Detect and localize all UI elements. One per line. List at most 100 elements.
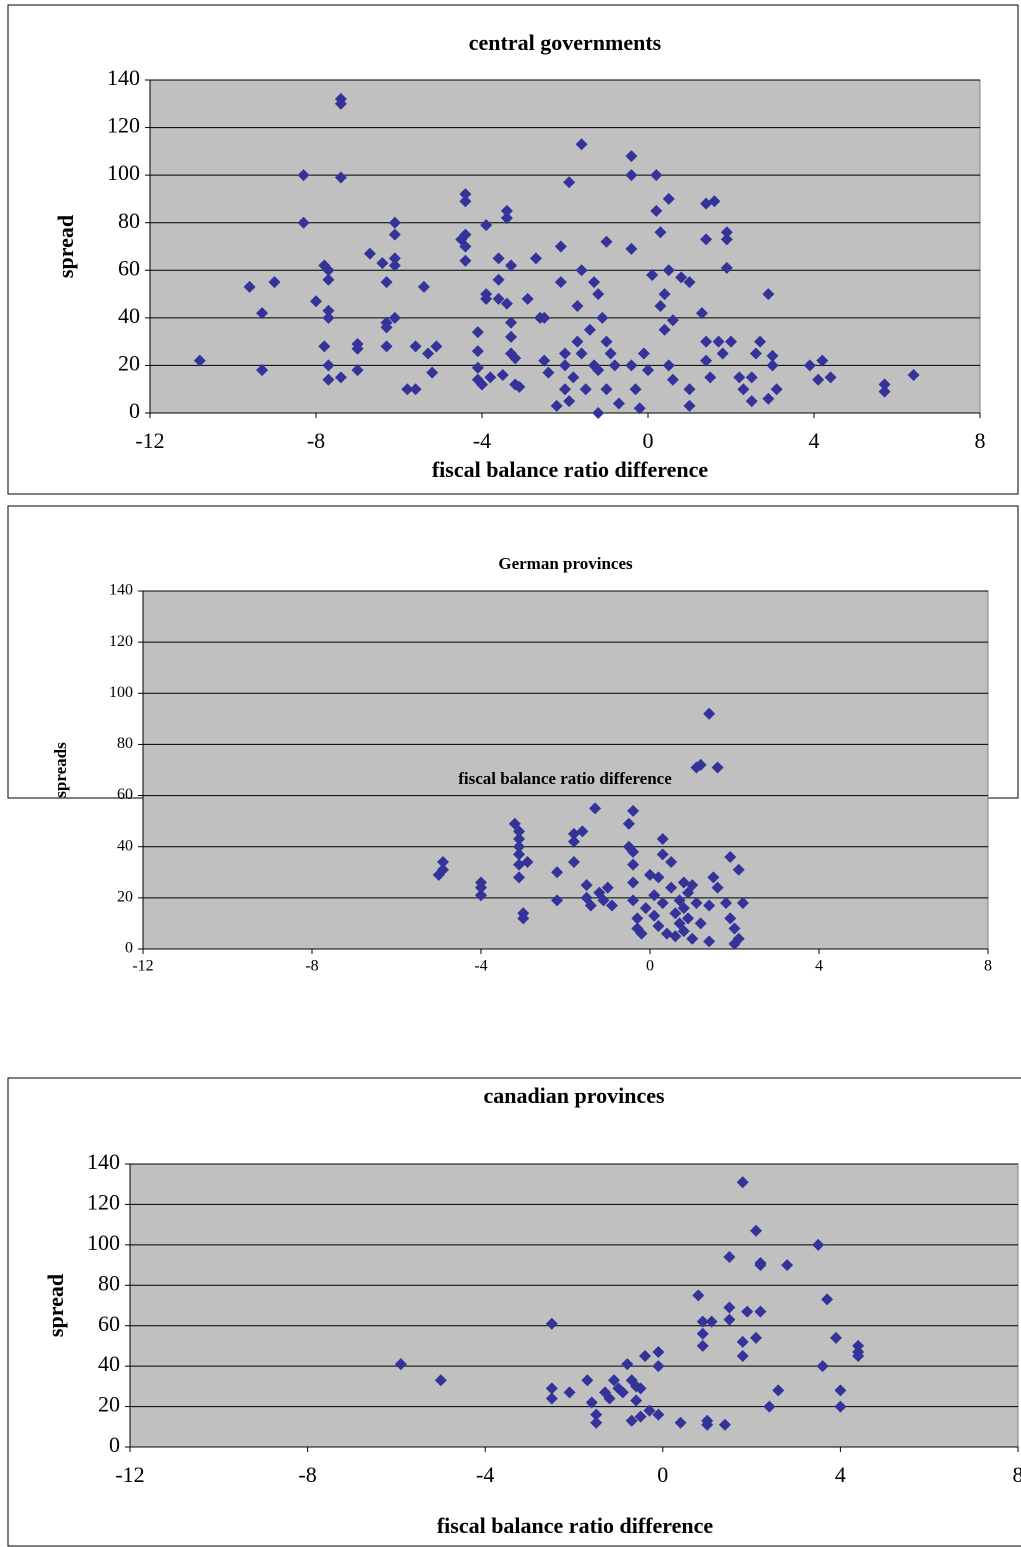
marker [745, 395, 758, 408]
marker [745, 371, 758, 384]
marker [707, 871, 720, 884]
marker [567, 371, 580, 384]
marker [658, 323, 671, 336]
marker [554, 276, 567, 289]
marker [654, 226, 667, 239]
marker [334, 371, 347, 384]
marker [545, 1317, 558, 1330]
marker [521, 292, 534, 305]
y-tick-label: 120 [87, 1189, 120, 1214]
marker [567, 835, 580, 848]
marker [551, 866, 564, 879]
marker [268, 276, 281, 289]
marker [475, 889, 487, 902]
marker [650, 169, 663, 182]
marker [322, 273, 335, 286]
marker [625, 150, 638, 163]
marker [559, 359, 571, 372]
marker [635, 927, 648, 940]
marker [631, 912, 644, 925]
marker [592, 407, 605, 419]
marker [401, 383, 414, 396]
marker [545, 1382, 558, 1395]
marker [762, 288, 775, 301]
marker [434, 1374, 447, 1387]
marker [605, 899, 618, 912]
marker [622, 817, 635, 830]
marker [716, 347, 729, 360]
marker [545, 1392, 558, 1405]
marker [521, 856, 534, 869]
marker [700, 354, 713, 367]
marker [723, 1301, 736, 1314]
marker [616, 1386, 629, 1399]
marker [803, 359, 816, 372]
marker [256, 364, 269, 377]
marker [509, 352, 522, 365]
marker [834, 1400, 847, 1413]
marker [480, 219, 493, 232]
marker [683, 399, 696, 412]
marker [633, 402, 646, 415]
y-tick-label: 140 [109, 582, 133, 599]
marker [692, 1289, 705, 1302]
y-tick-label: 120 [107, 113, 140, 138]
marker [500, 204, 513, 217]
marker [770, 383, 783, 396]
marker [322, 373, 335, 386]
marker [695, 307, 708, 320]
x-axis-label: fiscal balance ratio difference [432, 457, 709, 482]
y-tick-label: 0 [109, 1432, 120, 1457]
x-axis-label: fiscal balance ratio difference [458, 769, 672, 788]
marker [551, 894, 564, 907]
marker [513, 848, 526, 861]
marker [694, 758, 707, 771]
y-axis-label: spread [43, 1274, 68, 1337]
marker [718, 1418, 731, 1431]
x-tick-label: -12 [135, 428, 164, 453]
marker [243, 280, 256, 293]
marker [703, 899, 716, 912]
marker [724, 912, 737, 925]
marker [388, 252, 401, 265]
y-tick-label: 20 [98, 1392, 120, 1417]
marker [475, 881, 487, 894]
marker [736, 1350, 749, 1363]
marker [318, 340, 331, 353]
y-axis-label: spread [53, 215, 78, 278]
marker [297, 216, 310, 229]
marker [682, 912, 695, 925]
marker [627, 804, 640, 817]
marker [700, 335, 713, 348]
marker [538, 354, 551, 367]
marker [563, 1386, 576, 1399]
chart-border [7, 4, 1019, 495]
marker [585, 1396, 598, 1409]
marker [686, 879, 699, 892]
marker [754, 1259, 767, 1272]
marker [852, 1350, 865, 1363]
marker [459, 240, 472, 253]
y-tick-label: 80 [117, 735, 133, 752]
marker [720, 896, 733, 909]
marker [625, 169, 638, 182]
plot-area [142, 590, 989, 950]
marker [723, 1313, 736, 1326]
marker [334, 97, 347, 110]
marker [750, 1331, 763, 1344]
marker [363, 247, 376, 260]
marker [763, 1400, 776, 1413]
marker [627, 858, 640, 871]
marker [711, 761, 724, 774]
marker [639, 902, 652, 915]
marker [665, 881, 678, 894]
marker [652, 1408, 665, 1421]
marker [600, 235, 613, 248]
marker [603, 1392, 616, 1405]
marker [627, 876, 640, 889]
marker [712, 335, 725, 348]
marker [563, 176, 576, 189]
y-tick-label: 120 [109, 633, 133, 650]
marker [563, 395, 576, 408]
